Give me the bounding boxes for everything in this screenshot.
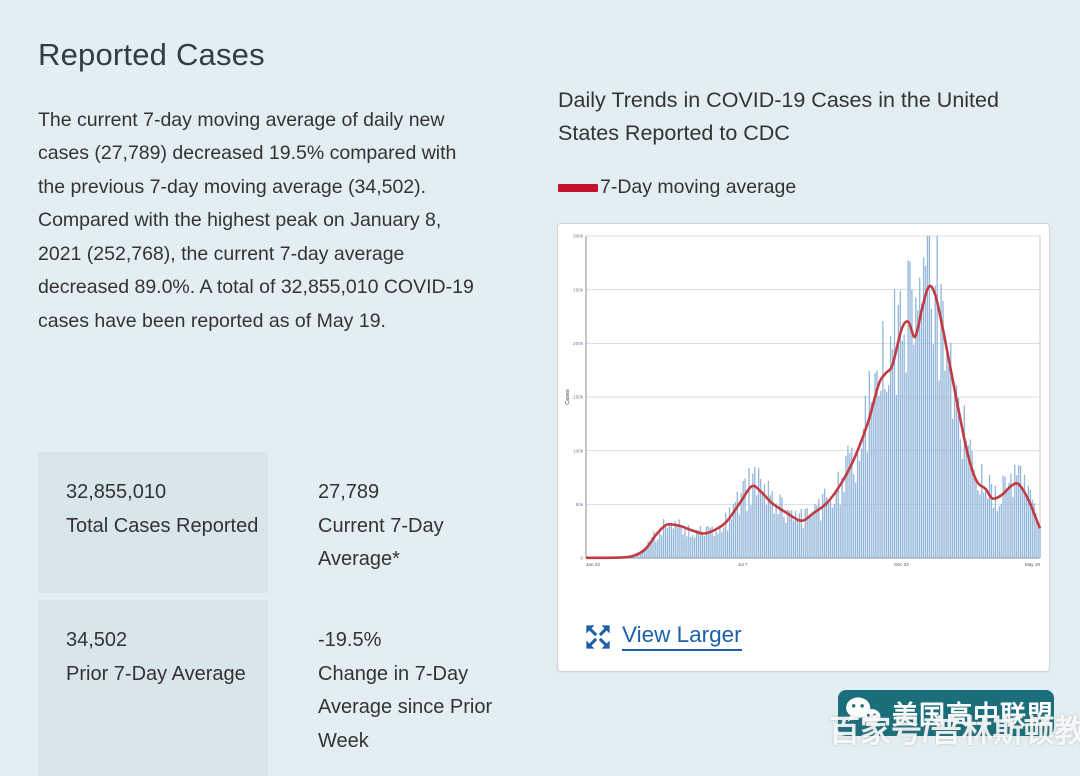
chart-card: 0 50k 100k 150k 200k 250k 300k Cases Jan 23 Jul 7… [557, 223, 1050, 672]
wechat-icon [846, 697, 881, 728]
stat-label: Change in 7-Day Average since Prior Week [318, 662, 493, 752]
stat-prior-7day-average: 34,502 Prior 7-Day Average [38, 600, 268, 776]
stats-grid: 32,855,010 Total Cases Reported 27,789 C… [38, 452, 504, 776]
svg-text:300k: 300k [573, 234, 584, 239]
stat-total-cases: 32,855,010 Total Cases Reported [38, 452, 268, 593]
page-title: Reported Cases [38, 36, 265, 72]
stat-value: 27,789 [318, 481, 380, 503]
svg-text:Jul 7: Jul 7 [738, 562, 748, 567]
stat-label: Total Cases Reported [66, 514, 259, 537]
stat-value: 32,855,010 [66, 481, 167, 503]
svg-text:Dec 23: Dec 23 [894, 562, 909, 567]
stat-value: 34,502 [66, 629, 128, 651]
covid-cases-chart: 0 50k 100k 150k 200k 250k 300k Cases Jan 23 Jul 7… [565, 234, 1042, 567]
stat-change-in-7day-average: -19.5% Change in 7-Day Average since Pri… [290, 600, 504, 776]
chart-heading: Daily Trends in COVID-19 Cases in the Un… [558, 88, 999, 145]
svg-text:100k: 100k [573, 448, 584, 453]
svg-text:Jan 23: Jan 23 [586, 562, 600, 567]
stat-label: Current 7-Day Average* [318, 514, 444, 571]
summary-paragraph: The current 7-day moving average of dail… [38, 108, 474, 332]
view-larger-link[interactable]: View Larger [584, 622, 742, 651]
view-larger-label[interactable]: View Larger [622, 622, 742, 651]
stat-current-7day-average: 27,789 Current 7-Day Average* [290, 452, 504, 593]
watermark-badge: 美国高中联盟 [838, 690, 1054, 736]
chart-legend: 7-Day moving average [558, 176, 796, 199]
svg-text:50k: 50k [576, 502, 584, 507]
svg-text:May 19: May 19 [1025, 562, 1041, 567]
legend-line-swatch [558, 183, 598, 192]
watermark-badge-text: 美国高中联盟 [891, 699, 1054, 730]
watermark-overlay-text: 百家号/普林斯顿教育 [829, 714, 1080, 749]
stat-value: -19.5% [318, 629, 382, 651]
svg-text:250k: 250k [573, 287, 584, 292]
expand-icon [586, 624, 610, 649]
legend-label: 7-Day moving average [600, 176, 797, 198]
svg-text:0: 0 [580, 556, 583, 561]
svg-text:Cases: Cases [565, 389, 571, 405]
svg-text:200k: 200k [573, 341, 584, 346]
svg-text:150k: 150k [573, 395, 584, 400]
stat-label: Prior 7-Day Average [66, 662, 246, 685]
